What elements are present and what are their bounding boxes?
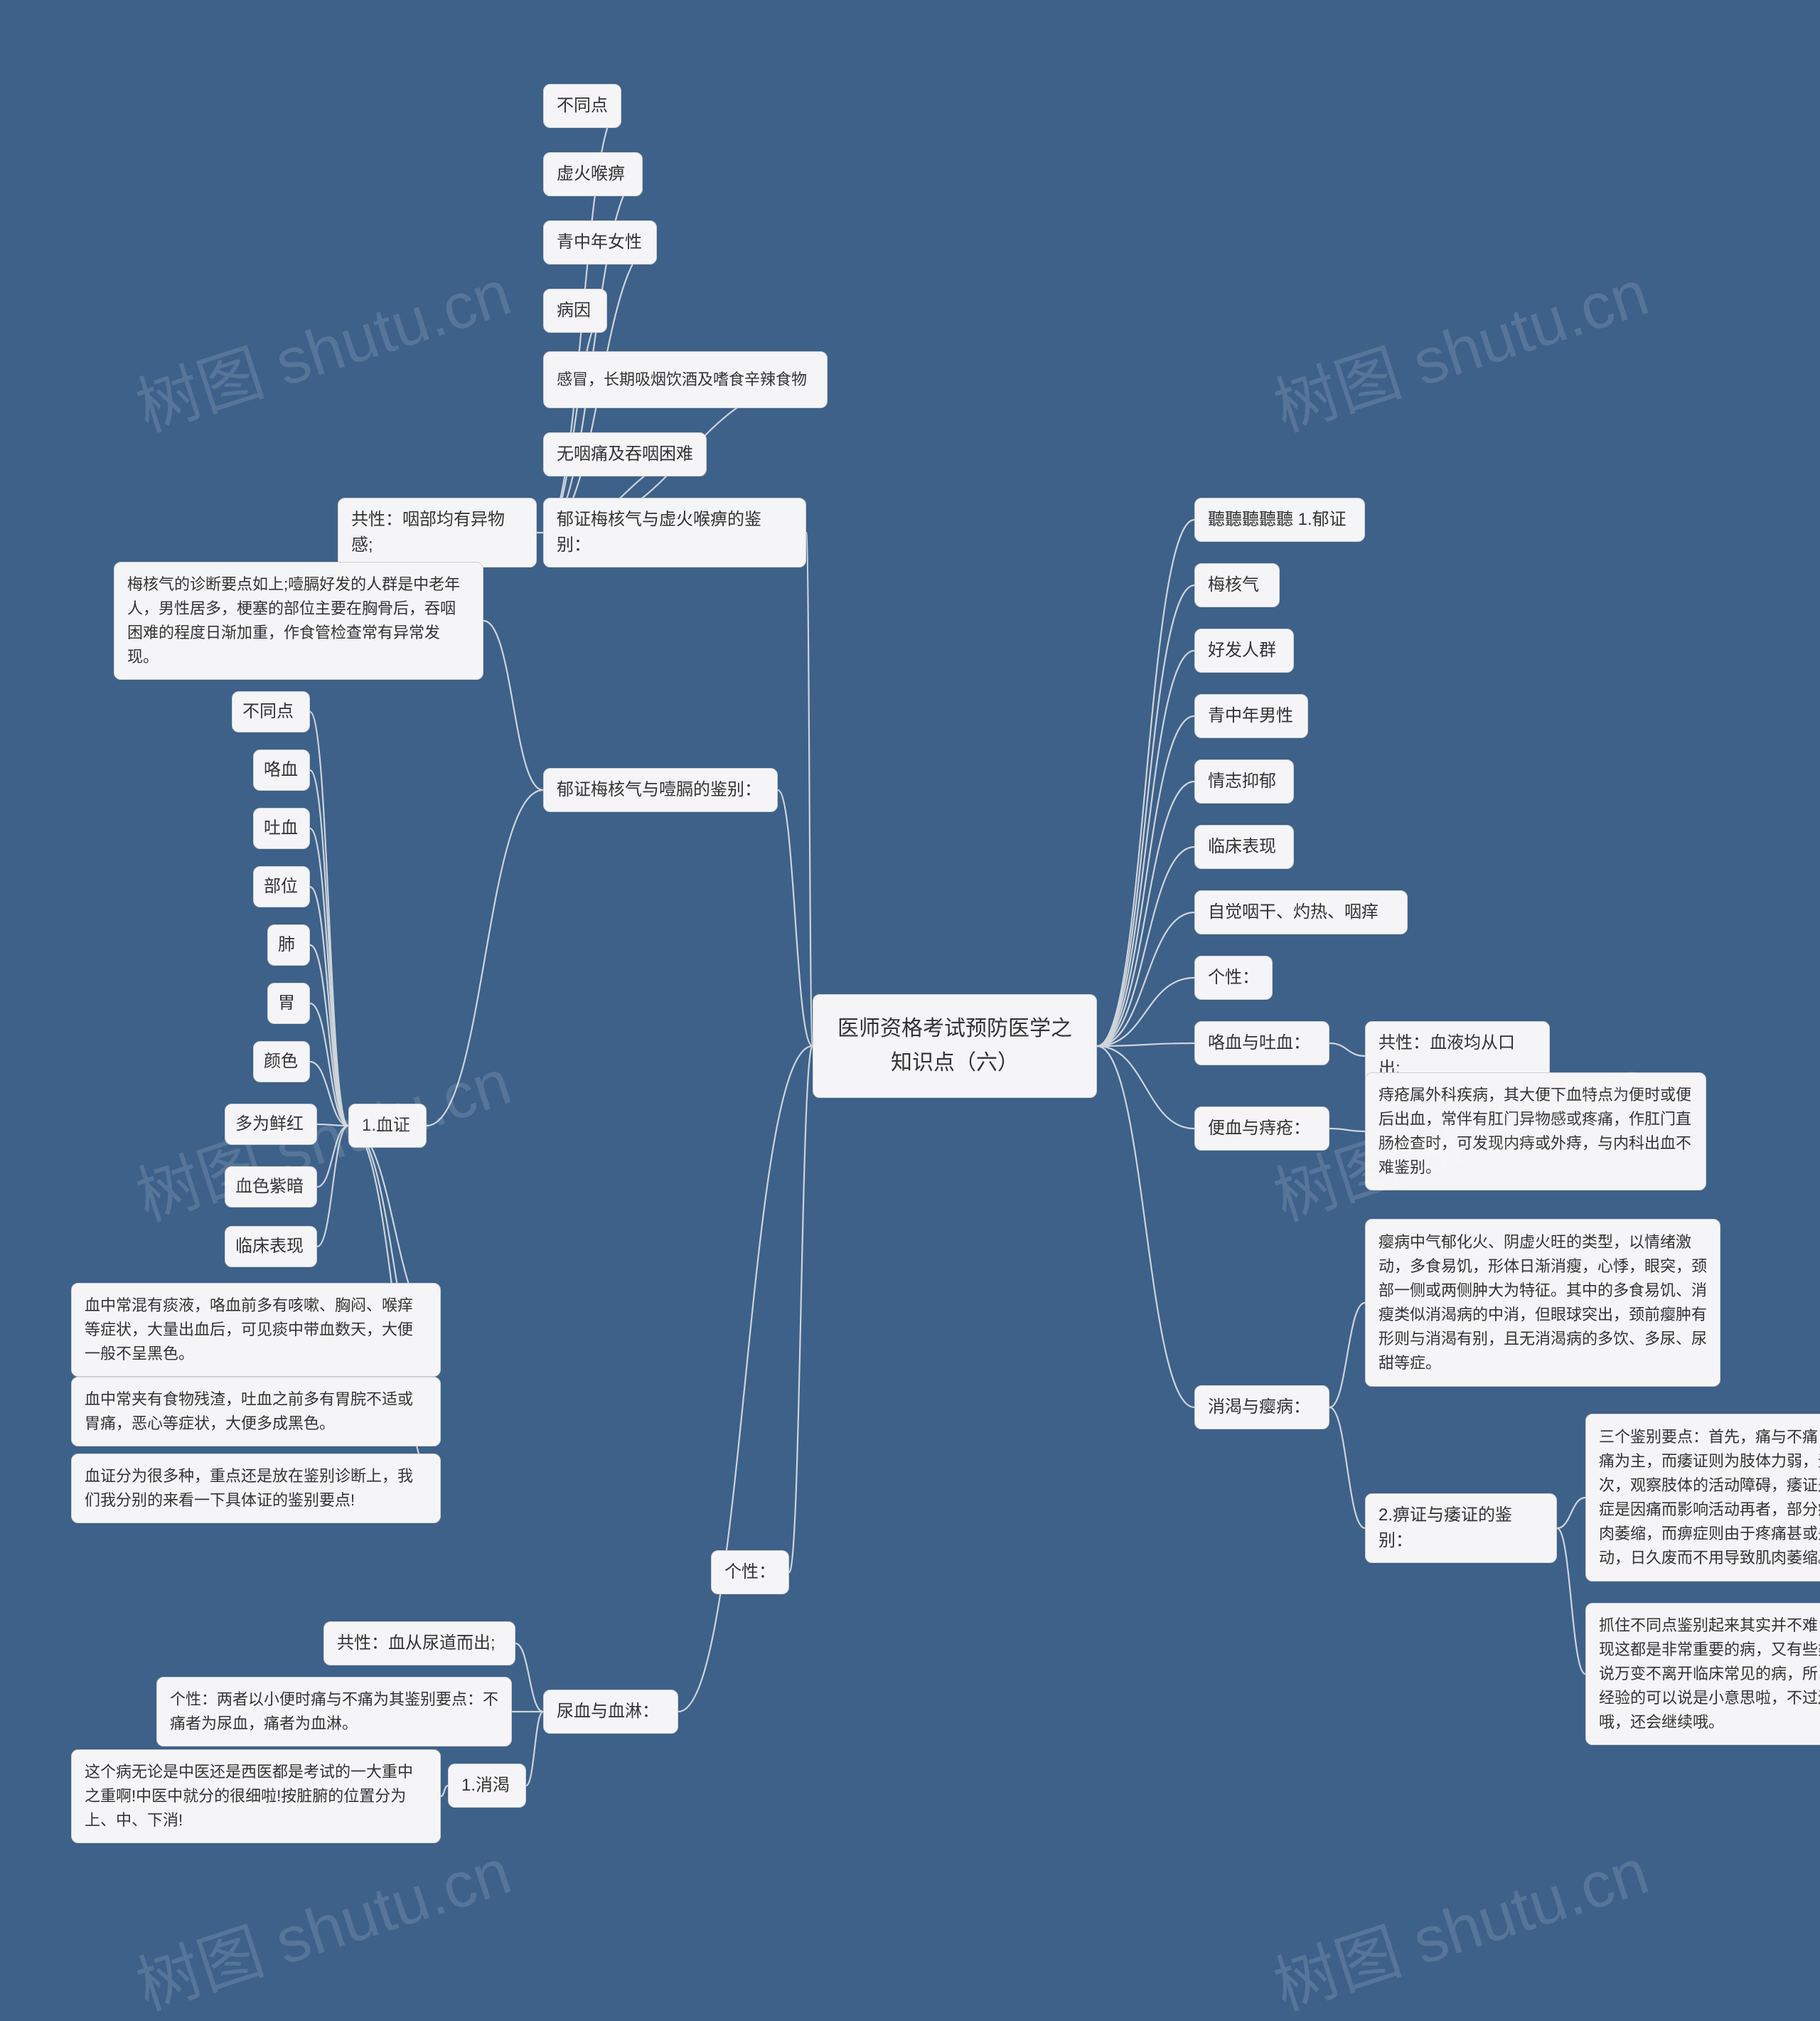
mindmap-node[interactable]: 抓住不同点鉴别起来其实并不难，童鞋们是否发现这都是非常重要的病，又有些类似点，也…	[1585, 1603, 1820, 1745]
mindmap-canvas: 医师资格考试预防医学之知识点（六） 聽聽聽聽聽 1.郁证梅核气好发人群青中年男性情…	[0, 0, 1820, 2021]
mindmap-node[interactable]: 便血与痔疮：	[1194, 1107, 1329, 1151]
mindmap-node[interactable]: 肺	[267, 924, 310, 966]
mindmap-node[interactable]: 共性：咽部均有异物感;	[338, 498, 537, 567]
mindmap-node[interactable]: 郁证梅核气与虚火喉痹的鉴别：	[543, 498, 806, 567]
mindmap-node[interactable]: 病因	[543, 289, 607, 333]
mindmap-node[interactable]: 梅核气的诊断要点如上;噎膈好发的人群是中老年人，男性居多，梗塞的部位主要在胸骨后…	[114, 562, 483, 680]
mindmap-node[interactable]: 这个病无论是中医还是西医都是考试的一大重中之重啊!中医中就分的很细啦!按脏腑的位…	[71, 1749, 441, 1843]
mindmap-node[interactable]: 胃	[267, 983, 310, 1024]
mindmap-node[interactable]: 痔疮属外科疾病，其大便下血特点为便时或便后出血，常伴有肛门异物感或疼痛，作肛门直…	[1365, 1072, 1706, 1190]
mindmap-node[interactable]: 医师资格考试预防医学之知识点（六）	[813, 994, 1097, 1098]
mindmap-node[interactable]: 多为鲜红	[225, 1104, 317, 1145]
mindmap-node[interactable]: 个性：两者以小便时痛与不痛为其鉴别要点：不痛者为尿血，痛者为血淋。	[156, 1677, 512, 1747]
mindmap-node[interactable]: 三个鉴别要点：首先，痛与不痛，痹证以关节疼痛为主，而痿证则为肢体力弱，无疼痛症状…	[1585, 1414, 1820, 1582]
mindmap-node[interactable]: 尿血与血淋：	[543, 1690, 678, 1734]
watermark: 树图 shutu.cn	[123, 241, 520, 449]
watermark: 树图 shutu.cn	[123, 1030, 520, 1238]
mindmap-node[interactable]: 聽聽聽聽聽 1.郁证	[1194, 498, 1365, 542]
mindmap-node[interactable]: 1.血证	[348, 1104, 427, 1148]
mindmap-node[interactable]: 血色紫暗	[225, 1166, 317, 1207]
mindmap-node[interactable]: 不同点	[232, 691, 310, 732]
mindmap-node[interactable]: 临床表现	[225, 1226, 317, 1267]
mindmap-node[interactable]: 虚火喉痹	[543, 152, 643, 196]
mindmap-node[interactable]: 梅核气	[1194, 563, 1280, 607]
mindmap-node[interactable]: 自觉咽干、灼热、咽痒	[1194, 890, 1408, 934]
mindmap-node[interactable]: 血中常混有痰液，咯血前多有咳嗽、胸闷、喉痒等症状，大量出血后，可见痰中带血数天，…	[71, 1283, 441, 1377]
mindmap-node[interactable]: 情志抑郁	[1194, 759, 1294, 804]
mindmap-node[interactable]: 感冒，长期吸烟饮酒及嗜食辛辣食物	[543, 351, 828, 408]
mindmap-node[interactable]: 颜色	[253, 1041, 310, 1082]
mindmap-node[interactable]: 个性：	[1194, 956, 1273, 1000]
mindmap-node[interactable]: 血证分为很多种，重点还是放在鉴别诊断上，我们我分别的来看一下具体证的鉴别要点!	[71, 1454, 441, 1523]
mindmap-node[interactable]: 部位	[253, 866, 310, 907]
mindmap-node[interactable]: 无咽痛及吞咽困难	[543, 432, 707, 476]
mindmap-node[interactable]: 咯血与吐血：	[1194, 1021, 1329, 1065]
mindmap-node[interactable]: 郁证梅核气与噎膈的鉴别：	[543, 768, 778, 812]
mindmap-node[interactable]: 血中常夹有食物残渣，吐血之前多有胃脘不适或胃痛，恶心等症状，大便多成黑色。	[71, 1377, 441, 1446]
mindmap-node[interactable]: 消渴与瘿病：	[1194, 1385, 1329, 1429]
mindmap-node[interactable]: 共性：血从尿道而出;	[323, 1621, 515, 1665]
mindmap-node[interactable]: 好发人群	[1194, 629, 1294, 673]
mindmap-node[interactable]: 1.消渴	[448, 1764, 526, 1808]
mindmap-node[interactable]: 咯血	[253, 750, 310, 791]
mindmap-node[interactable]: 2.痹证与痿证的鉴别：	[1365, 1493, 1557, 1563]
mindmap-node[interactable]: 青中年男性	[1194, 694, 1308, 738]
watermark: 树图 shutu.cn	[123, 1820, 520, 2021]
mindmap-node[interactable]: 吐血	[253, 808, 310, 849]
mindmap-node[interactable]: 个性：	[711, 1550, 789, 1594]
watermark: 树图 shutu.cn	[1260, 241, 1658, 449]
watermark: 树图 shutu.cn	[1260, 1820, 1658, 2021]
mindmap-node[interactable]: 青中年女性	[543, 220, 657, 265]
mindmap-node[interactable]: 不同点	[543, 84, 621, 128]
mindmap-node[interactable]: 瘿病中气郁化火、阴虚火旺的类型，以情绪激动，多食易饥，形体日渐消瘦，心悸，眼突，…	[1365, 1219, 1720, 1387]
mindmap-node[interactable]: 临床表现	[1194, 825, 1294, 869]
